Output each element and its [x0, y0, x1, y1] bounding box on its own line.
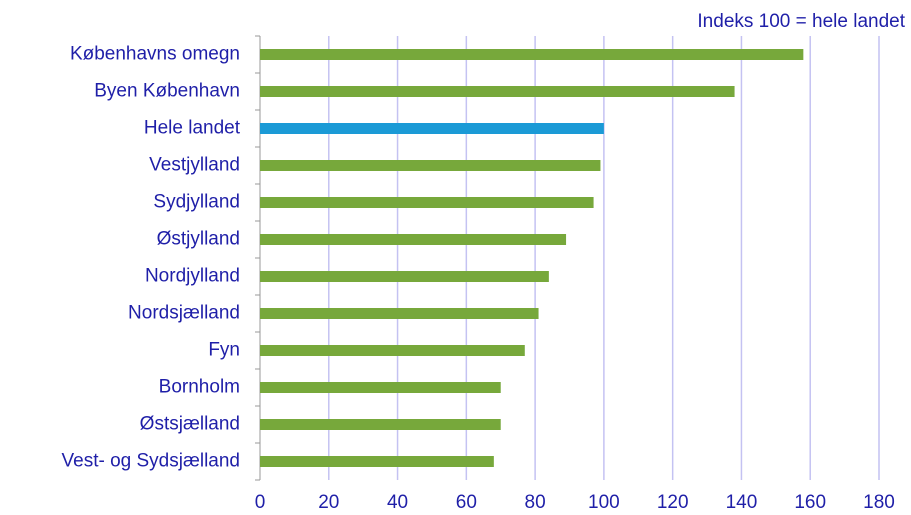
y-tick-label: Vestjylland: [149, 155, 240, 176]
bar: [260, 456, 494, 467]
bar: [260, 234, 567, 245]
x-tick-label: 60: [456, 492, 477, 513]
y-tick-label: Byen København: [94, 81, 240, 102]
bar: [260, 271, 549, 282]
bar: [260, 419, 501, 430]
annotation: Indeks 100 = hele landet: [697, 11, 905, 32]
bar: [260, 345, 525, 356]
x-tick-label: 40: [387, 492, 408, 513]
x-tick-label: 100: [588, 492, 620, 513]
y-tick-label: Nordjylland: [145, 266, 240, 287]
x-tick-label: 140: [726, 492, 758, 513]
x-tick-label: 160: [794, 492, 826, 513]
bar: [260, 308, 539, 319]
bar: [260, 197, 594, 208]
bar: [260, 49, 804, 60]
y-tick-label: Østsjælland: [140, 414, 240, 435]
bar: [260, 86, 735, 97]
y-tick-label: Hele landet: [144, 118, 241, 139]
y-tick-label: Bornholm: [159, 377, 240, 398]
y-tick-label: Vest- og Sydsjælland: [62, 451, 241, 472]
bar: [260, 382, 501, 393]
y-tick-label: Københavns omegn: [70, 44, 240, 65]
x-tick-label: 120: [657, 492, 689, 513]
x-tick-label: 20: [318, 492, 339, 513]
bar: [260, 123, 604, 134]
y-tick-label: Østjylland: [157, 229, 240, 250]
y-tick-label: Sydjylland: [153, 192, 240, 213]
x-tick-label: 0: [255, 492, 266, 513]
y-tick-label: Fyn: [208, 340, 240, 361]
x-tick-label: 180: [863, 492, 895, 513]
y-tick-label: Nordsjælland: [128, 303, 240, 324]
bar: [260, 160, 601, 171]
x-tick-label: 80: [525, 492, 546, 513]
